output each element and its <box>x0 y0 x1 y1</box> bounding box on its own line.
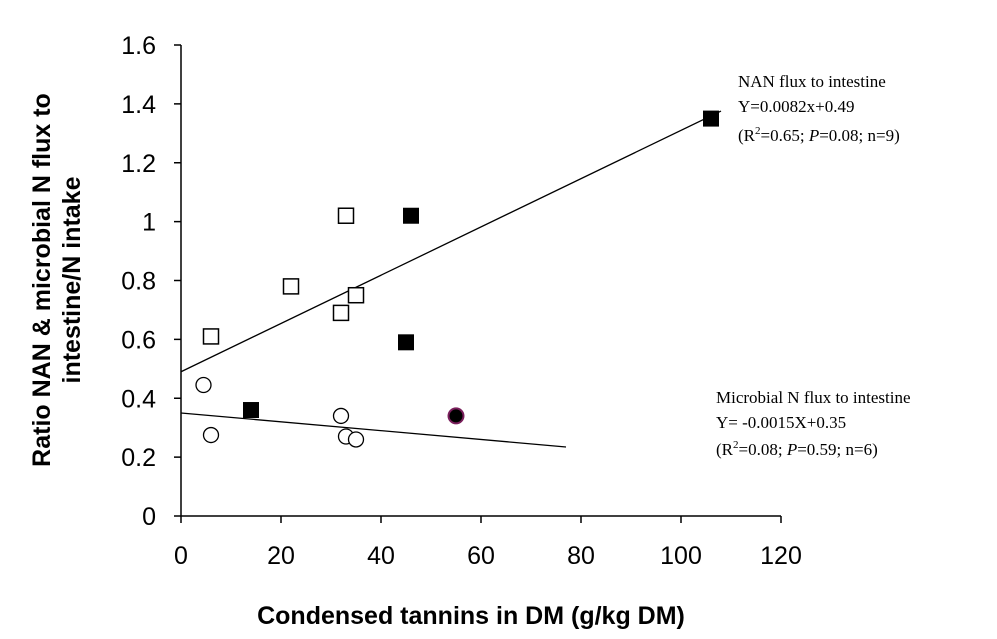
x-tick-label: 60 <box>467 542 495 570</box>
x-axis-title: Condensed tannins in DM (g/kg DM) <box>257 602 685 630</box>
regression-lines <box>180 110 722 448</box>
plot-area: 0 20 40 60 80 100 120 0 0.2 0.4 0.6 0.8 1 1.2 1.4 1.6 <box>121 32 802 570</box>
nan-r2-sup: 2 <box>755 125 761 137</box>
y-tick-label: 1.2 <box>121 150 156 178</box>
y-tick-label: 0.4 <box>121 385 156 413</box>
filled-square-point <box>403 207 419 224</box>
nan-r2-value: =0.65; <box>761 126 809 145</box>
filled-square-point <box>243 402 259 419</box>
open-square-point <box>347 286 365 304</box>
microbial-annotation-title: Microbial N flux to intestine <box>716 388 911 407</box>
microbial-annotation-stats: (R2=0.08; P=0.59; n=6) <box>716 439 878 459</box>
filled-square-point <box>703 110 719 127</box>
nan-p-label: P <box>808 126 819 145</box>
nan-r2-prefix: (R <box>738 126 756 145</box>
y-tick-label: 1.4 <box>121 91 156 119</box>
data-points <box>195 110 719 448</box>
regression-line <box>180 110 722 373</box>
nan-annotation-title: NAN flux to intestine <box>738 72 886 91</box>
filled-square-point <box>398 334 414 351</box>
open-circle-point <box>195 376 212 394</box>
microbial-p-label: P <box>786 440 797 459</box>
regression-line <box>180 412 567 448</box>
open-circle-point <box>202 426 220 444</box>
microbial-r2-value: =0.08; <box>739 440 787 459</box>
y-axis-title-line2: intestine/N intake <box>58 176 86 383</box>
x-tick-label: 80 <box>567 542 595 570</box>
open-circle-point <box>332 407 350 425</box>
nan-stats-rest: =0.08; n=9) <box>819 126 900 145</box>
x-tick-label: 20 <box>267 542 295 570</box>
microbial-stats-rest: =0.59; n=6) <box>797 440 878 459</box>
nan-annotation-equation: Y=0.0082x+0.49 <box>738 97 854 116</box>
open-circle-point <box>347 431 365 448</box>
y-tick-label: 0.2 <box>121 444 156 472</box>
microbial-annotation-equation: Y= -0.0015X+0.35 <box>716 413 846 432</box>
y-tick-label: 0.6 <box>121 326 156 354</box>
y-axis-title: Ratio NAN & microbial N flux to intestin… <box>28 93 86 467</box>
microbial-r2-sup: 2 <box>733 439 739 451</box>
y-tick-label: 0.8 <box>121 268 156 296</box>
y-tick-label: 1.6 <box>121 32 156 60</box>
open-square-point <box>202 328 220 345</box>
open-square-point <box>282 278 300 295</box>
microbial-r2-prefix: (R <box>716 440 734 459</box>
x-axis-ticks: 0 20 40 60 80 100 120 <box>174 516 802 570</box>
x-tick-label: 0 <box>174 542 188 570</box>
filled-circle-point <box>447 407 465 425</box>
y-tick-label: 0 <box>142 503 156 531</box>
x-tick-label: 120 <box>760 542 802 570</box>
open-square-point <box>337 207 355 224</box>
nan-annotation-stats: (R2=0.65; P=0.08; n=9) <box>738 125 900 145</box>
y-axis-ticks: 0 0.2 0.4 0.6 0.8 1 1.2 1.4 1.6 <box>121 32 181 531</box>
x-tick-label: 100 <box>660 542 702 570</box>
y-axis-title-line1: Ratio NAN & microbial N flux to <box>28 93 56 467</box>
nan-annotation: NAN flux to intestine Y=0.0082x+0.49 (R2… <box>738 72 900 145</box>
microbial-annotation: Microbial N flux to intestine Y= -0.0015… <box>716 388 911 459</box>
x-tick-label: 40 <box>367 542 395 570</box>
open-square-point <box>332 304 350 322</box>
y-tick-label: 1 <box>142 209 156 237</box>
